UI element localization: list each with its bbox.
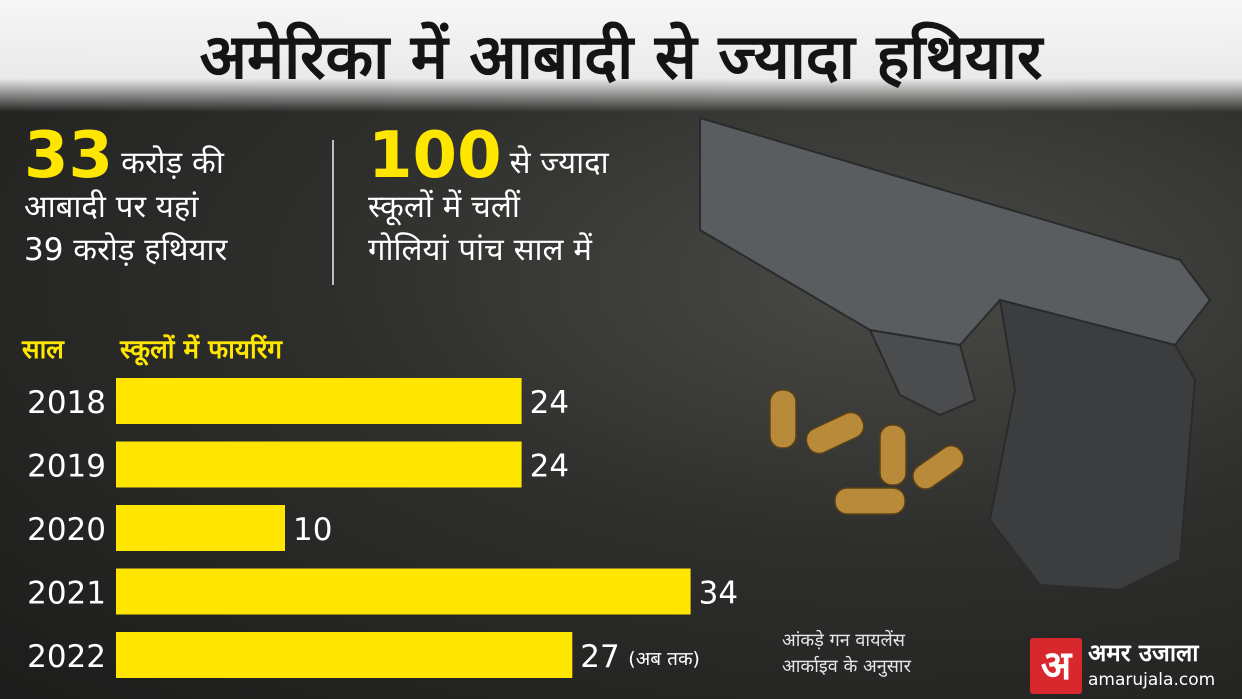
school-firing-bar-chart: 2018 24 2019 24 2020 10 2021 34 2022 27 (अब तक) [27, 378, 738, 678]
logo-mark: अ [1030, 638, 1082, 694]
population-stat: 33 करोड़ की आबादी पर यहां 39 करोड़ हथियार [24, 124, 324, 272]
year-label: 2021 [27, 576, 106, 612]
bar [116, 632, 573, 678]
population-line2: आबादी पर यहां [24, 189, 199, 225]
school-shootings-stat: 100 से ज्यादा स्कूलों में चलीं गोलियां पा… [368, 124, 698, 272]
population-line1: करोड़ की [121, 145, 224, 181]
shootings-line1: से ज्यादा [509, 145, 609, 181]
value-note: (अब तक) [628, 648, 700, 670]
population-number: 33 [24, 119, 114, 193]
value-label: 34 [699, 576, 738, 612]
firing-column-header: स्कूलों में फायरिंग [120, 335, 282, 365]
stat-divider [332, 140, 334, 285]
year-column-header: साल [22, 335, 64, 365]
source-line2: आर्काइव के अनुसार [782, 656, 911, 677]
year-label: 2018 [27, 385, 106, 421]
year-label: 2020 [27, 512, 106, 548]
logo-url: amarujala.com [1088, 670, 1216, 690]
bar [116, 378, 522, 424]
value-label: 10 [293, 512, 332, 548]
bar [116, 568, 691, 615]
year-label: 2022 [27, 639, 106, 675]
page-title: अमेरिका में आबादी से ज्यादा हथियार [199, 20, 1043, 93]
value-label: 27 [580, 639, 619, 675]
bar [116, 441, 522, 488]
logo-name: अमर उजाला [1088, 639, 1199, 667]
shootings-number: 100 [368, 119, 502, 193]
bar [116, 505, 285, 551]
amarujala-logo: अ अमर उजाला amarujala.com [1030, 638, 1235, 696]
shootings-line3: गोलियां पांच साल में [368, 232, 592, 268]
shootings-line2: स्कूलों में चलीं [368, 189, 520, 225]
source-line1: आंकड़े गन वायलेंस [782, 630, 905, 651]
value-label: 24 [530, 449, 569, 485]
title-band [0, 0, 1242, 112]
value-label: 24 [530, 385, 569, 421]
source-note: आंकड़े गन वायलेंस आर्काइव के अनुसार [782, 628, 911, 680]
year-label: 2019 [27, 449, 106, 485]
population-line3: 39 करोड़ हथियार [24, 232, 228, 268]
